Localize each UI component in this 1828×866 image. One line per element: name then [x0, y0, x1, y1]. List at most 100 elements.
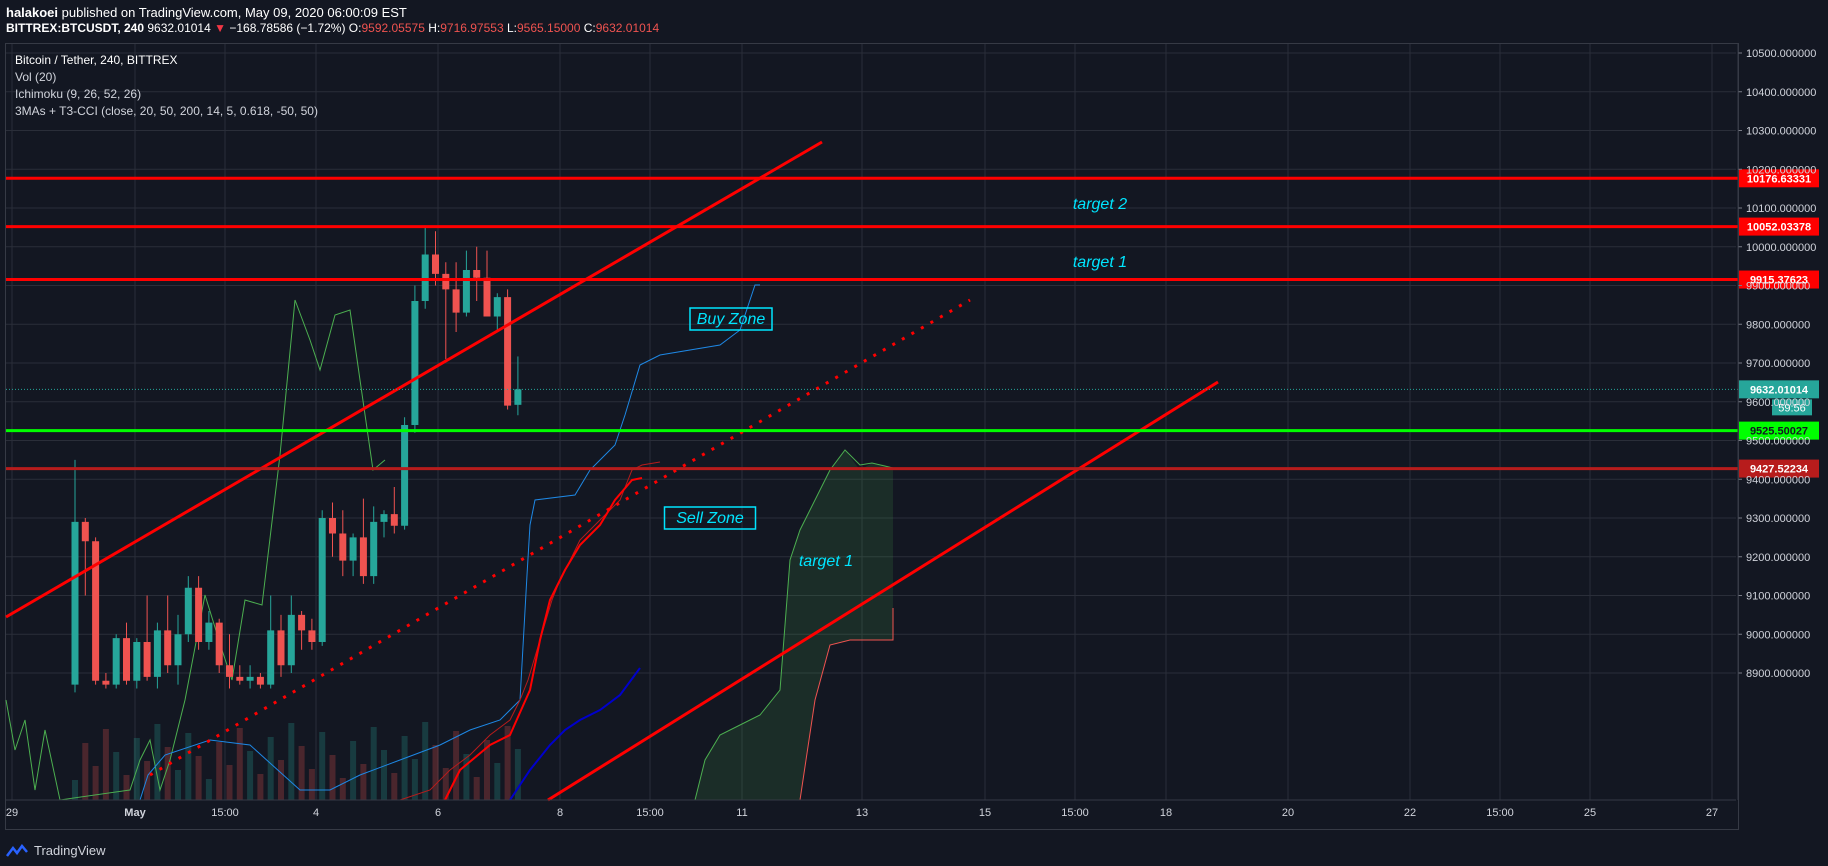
level-label: 9427.52234 [1750, 464, 1809, 476]
volume-bar [102, 729, 109, 800]
price-axis: 10500.000000 10400.000000 10300.000000 1020… [1737, 44, 1816, 800]
level-label-bg [1739, 217, 1819, 236]
last-price: 9632.01014 [147, 21, 211, 35]
annotation-label: Sell Zone [676, 510, 744, 527]
footer: TradingView [6, 843, 106, 858]
volume-bar [123, 775, 130, 800]
annotations: target 2 target 1 Buy Zone Sell Zone target … [663, 196, 1127, 570]
last-price-label-bg [1739, 380, 1819, 399]
drawings [5, 140, 1219, 802]
brand-name[interactable]: TradingView [34, 843, 106, 858]
candle-body [493, 297, 501, 317]
candle-body [308, 630, 316, 642]
candle-body [133, 642, 141, 681]
y-tick-label: 9200.000000 [1746, 552, 1810, 564]
level-label: 10052.03378 [1747, 222, 1811, 234]
candle-body [318, 518, 326, 642]
volume-bar [484, 740, 490, 800]
kijun-line [399, 461, 661, 801]
volume-bar [308, 769, 315, 800]
candle-body [390, 514, 398, 526]
tradingview-logo-icon[interactable] [6, 843, 28, 858]
legend-mas[interactable]: 3MAs + T3-CCI (close, 20, 50, 200, 14, 5… [15, 104, 318, 118]
candle-body [287, 614, 295, 666]
x-tick-label: 15 [979, 807, 991, 819]
time-axis: 29 May 15:00 4 6 8 15:00 11 13 15 15:00 18 20 22 15:00… [6, 799, 1736, 819]
volume-bar [92, 766, 99, 800]
candle-body [452, 289, 460, 313]
volume-bar [391, 773, 398, 800]
candle-body [143, 642, 151, 677]
candle-body [195, 587, 203, 642]
volume-bar [319, 732, 326, 800]
volume-bar [370, 727, 377, 800]
candle-body [462, 270, 470, 313]
candle-body [174, 634, 182, 666]
level-label-bg [1739, 421, 1819, 440]
open-value: 9592.05575 [361, 21, 425, 35]
candle-body [153, 630, 161, 677]
candle-body [256, 676, 264, 685]
candle-body [411, 301, 419, 425]
symbol: BITTREX:BTCUSDT, 240 [6, 21, 145, 35]
x-tick-label: 27 [1706, 807, 1718, 819]
level-label: 9525.50027 [1750, 426, 1808, 438]
volume-bar [82, 743, 89, 800]
candle-body [380, 514, 388, 522]
y-tick-label: 10500.000000 [1746, 48, 1816, 60]
cloud-span-a [694, 449, 894, 801]
x-tick-label: 25 [1584, 807, 1596, 819]
high-label: H: [428, 21, 441, 35]
candle-body [184, 587, 192, 635]
volume-bar [216, 742, 223, 800]
legend-volume[interactable]: Vol (20) [15, 70, 57, 84]
candle-body [102, 680, 110, 685]
legend-title[interactable]: Bitcoin / Tether, 240, BITTREX [15, 53, 178, 67]
volume-bar [247, 751, 254, 800]
volume-bar [473, 777, 480, 800]
candle-body [442, 273, 450, 290]
chart-header: halakoei published on TradingView.com, M… [0, 0, 1828, 42]
ma50-line [509, 667, 641, 801]
x-tick-label: 15:00 [636, 807, 664, 819]
volume-bar [144, 761, 151, 800]
publish-info: published on TradingView.com, May 09, 20… [61, 5, 407, 20]
y-tick-label: 10200.000000 [1746, 164, 1816, 176]
volume-bar [494, 763, 501, 800]
volume-bar [504, 726, 511, 800]
change-down-icon: ▼ [214, 21, 227, 35]
candle-body [401, 425, 409, 526]
y-tick-label: 9500.000000 [1746, 436, 1810, 448]
candle-body [226, 665, 233, 677]
annotation-label: target 1 [1073, 254, 1127, 271]
indicator-lines [5, 284, 760, 801]
candle-body [81, 521, 89, 542]
open-label: O: [348, 21, 362, 35]
annotation-label: Buy Zone [697, 311, 766, 328]
lower-trendline [547, 380, 1219, 802]
candle-body [421, 254, 429, 301]
low-label: L: [506, 21, 517, 35]
candle-body [123, 638, 130, 681]
x-tick-label: 6 [435, 807, 441, 819]
candle-body [164, 630, 172, 666]
change-value: −168.78586 (−1.72%) [229, 21, 346, 35]
candle-body [112, 638, 120, 685]
legend-ichimoku[interactable]: Ichimoku (9, 26, 52, 26) [15, 87, 142, 101]
annotation-box [663, 506, 757, 530]
level-label-bg [1739, 270, 1819, 289]
volume-bar [360, 764, 367, 800]
level-label-bg [1739, 459, 1819, 478]
volume-bar [257, 774, 264, 800]
low-value: 9565.15000 [516, 21, 581, 35]
volume-bar [154, 724, 161, 800]
y-tick-label: 9800.000000 [1746, 319, 1810, 331]
volume-bar [113, 752, 120, 800]
author-name[interactable]: halakoei [6, 5, 59, 20]
candle-body [215, 622, 223, 666]
y-tick-label: 9600.000000 [1746, 397, 1810, 409]
candle-body [92, 541, 100, 681]
chart-legend: Bitcoin / Tether, 240, BITTREX Vol (20) … [15, 52, 318, 120]
candles [71, 227, 522, 693]
